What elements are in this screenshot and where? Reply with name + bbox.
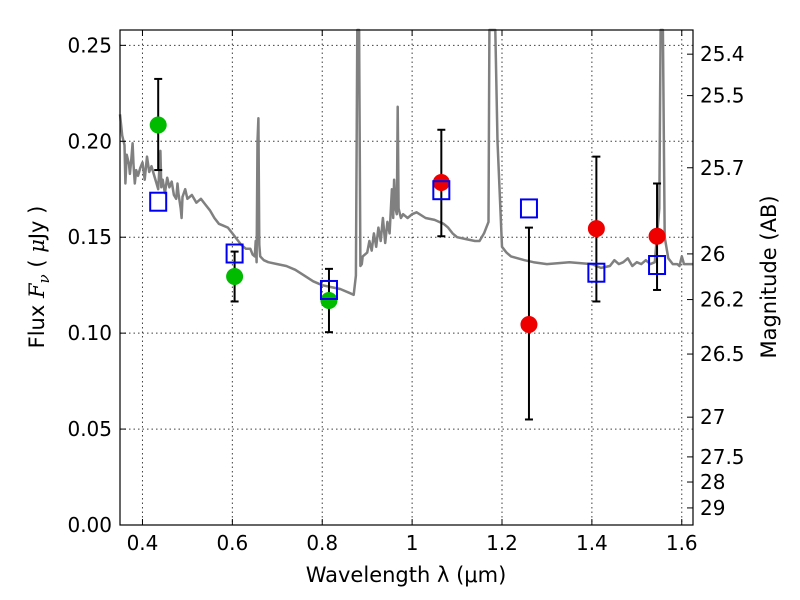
x-tick-label: 1.6 — [666, 531, 698, 555]
magnitude-tick-label: 25.5 — [700, 84, 745, 108]
photometry-point — [320, 292, 338, 310]
axis-ticks: 0.4 0.6 0.8 1 1.2 1.4 1.6 0.00 0.05 0.10 0.15 0.20 0… — [67, 30, 745, 555]
model-spectrum-line — [118, 28, 693, 297]
y-tick-label: 0.10 — [67, 321, 112, 345]
photometry-point — [149, 116, 167, 134]
magnitude-tick-label: 27 — [700, 405, 725, 429]
y-tick-label: 0.05 — [67, 417, 112, 441]
x-tick-label: 0.8 — [306, 531, 338, 555]
magnitude-tick-label: 25.4 — [700, 42, 745, 66]
model-flux-square — [587, 262, 606, 283]
model-flux-square — [225, 243, 244, 264]
gridlines — [120, 30, 693, 526]
x-axis-label: Wavelength λ (μm) — [306, 563, 507, 587]
x-tick-label: 1 — [406, 531, 419, 555]
magnitude-tick-label: 25.7 — [700, 156, 745, 180]
magnitude-tick-label: 26 — [700, 242, 725, 266]
photometry-point — [520, 316, 538, 334]
plot-frame — [119, 29, 694, 526]
photometry-point — [648, 227, 666, 245]
model-flux-square — [149, 191, 168, 212]
model-spectrum-layer — [118, 28, 693, 297]
photometry-point — [226, 268, 244, 286]
y-tick-label: 0.25 — [67, 33, 112, 57]
y-axis-label: Flux Fν ( μJy ) — [25, 206, 53, 349]
magnitude-tick-label: 26.2 — [700, 288, 745, 312]
right-axis-label: Magnitude (AB) — [757, 195, 781, 358]
magnitude-tick-label: 27.5 — [700, 445, 745, 469]
photometry-point — [587, 220, 605, 238]
model-flux-square — [432, 180, 451, 201]
magnitude-tick-label: 26.5 — [700, 342, 745, 366]
model-flux-square — [319, 279, 338, 300]
model-flux-square — [519, 198, 538, 219]
photometry-point — [432, 174, 450, 192]
magnitude-tick-label: 28 — [700, 470, 725, 494]
x-tick-label: 1.2 — [486, 531, 518, 555]
x-tick-label: 1.4 — [576, 531, 608, 555]
y-tick-label: 0.00 — [67, 513, 112, 537]
x-tick-label: 0.4 — [127, 531, 159, 555]
y-tick-label: 0.20 — [67, 129, 112, 153]
y-tick-label: 0.15 — [67, 225, 112, 249]
x-tick-label: 0.6 — [216, 531, 248, 555]
magnitude-tick-label: 29 — [700, 496, 725, 520]
model-flux-square — [648, 255, 667, 276]
photometry-points-layer — [149, 77, 667, 421]
